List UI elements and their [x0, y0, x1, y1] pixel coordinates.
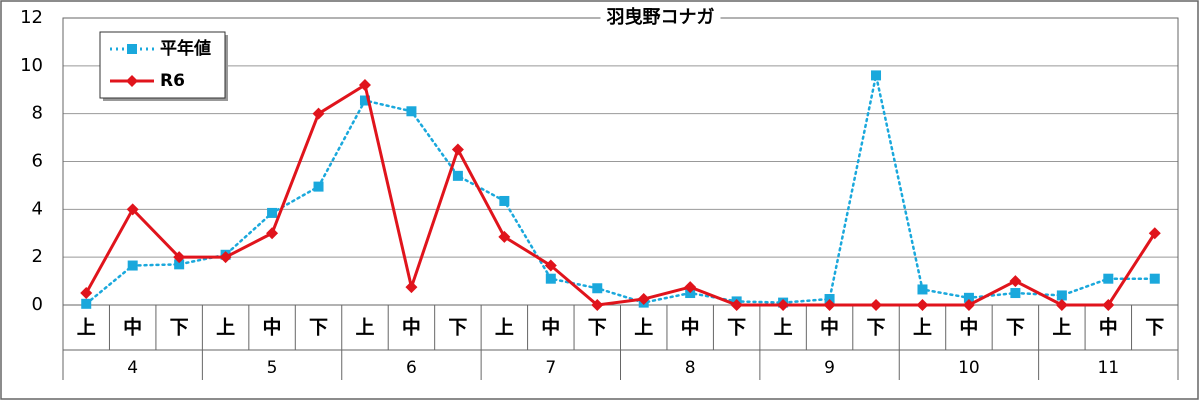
y-tick-label: 4: [32, 198, 43, 219]
x-group-label: 6: [406, 358, 417, 378]
point: [312, 107, 325, 120]
x-tick-label: 中: [959, 316, 978, 339]
point: [219, 251, 232, 264]
point: [1103, 273, 1114, 284]
legend-marker: [126, 75, 138, 87]
y-tick-label: 6: [32, 151, 43, 172]
point: [173, 251, 186, 264]
x-tick-label: 中: [1099, 316, 1118, 339]
legend: [99, 31, 226, 99]
y-tick-label: 10: [20, 55, 43, 76]
x-tick-label: 上: [774, 317, 793, 339]
point: [266, 227, 279, 240]
x-tick-label: 下: [309, 317, 328, 339]
x-tick-label: 下: [1006, 317, 1025, 339]
point: [313, 181, 324, 192]
point: [1056, 290, 1067, 301]
x-tick-label: 上: [1052, 317, 1071, 339]
point: [1102, 299, 1115, 311]
point: [498, 230, 511, 243]
x-group-label: 8: [685, 358, 696, 378]
x-tick-label: 上: [216, 317, 235, 339]
x-tick-label: 上: [495, 317, 514, 339]
point: [80, 287, 93, 300]
point: [545, 273, 556, 284]
point: [126, 203, 139, 216]
point: [359, 95, 370, 106]
x-tick-label: 上: [913, 317, 932, 339]
point: [1009, 275, 1022, 288]
x-tick-label: 下: [588, 317, 607, 339]
x-tick-label: 上: [77, 317, 96, 339]
y-tick-label: 2: [32, 246, 43, 267]
legend-label: 平年値: [160, 38, 211, 59]
x-tick-label: 下: [170, 317, 189, 339]
series-line: [84, 75, 1157, 306]
point: [1010, 288, 1021, 299]
point: [777, 299, 790, 311]
x-tick-label: 中: [123, 316, 142, 339]
point: [871, 70, 882, 81]
point: [1148, 227, 1161, 240]
point: [591, 299, 604, 311]
point: [637, 293, 650, 306]
point: [1149, 273, 1160, 284]
x-tick-label: 下: [727, 317, 746, 339]
point: [684, 281, 697, 294]
point: [823, 299, 836, 311]
legend-label: R6: [160, 71, 185, 91]
x-group-label: 10: [958, 358, 980, 378]
y-tick-label: 8: [32, 103, 43, 124]
x-group-label: 9: [824, 358, 835, 378]
point: [452, 170, 463, 181]
x-tick-label: 下: [448, 317, 467, 339]
x-tick-label: 中: [402, 316, 421, 339]
point: [81, 298, 92, 309]
x-group-label: 7: [545, 358, 556, 378]
chart-title: 羽曳野コナガ: [607, 6, 715, 28]
point: [405, 281, 418, 294]
x-tick-label: 上: [355, 317, 374, 339]
x-group-label: 11: [1097, 358, 1119, 378]
point: [870, 299, 883, 311]
y-tick-label: 0: [32, 294, 43, 315]
point: [916, 299, 929, 311]
x-group-label: 4: [127, 358, 138, 378]
point: [730, 299, 743, 311]
point: [592, 283, 603, 294]
x-tick-label: 中: [541, 316, 560, 339]
point: [917, 284, 928, 295]
x-tick-label: 下: [867, 317, 886, 339]
x-group-label: 5: [267, 358, 278, 378]
x-tick-label: 中: [263, 316, 282, 339]
point: [544, 259, 557, 272]
point: [1055, 299, 1068, 311]
point: [963, 292, 974, 303]
x-tick-label: 上: [634, 317, 653, 339]
point: [406, 106, 417, 117]
x-tick-label: 下: [1145, 317, 1164, 339]
point: [451, 143, 464, 156]
x-tick-label: 中: [820, 316, 839, 339]
point: [267, 207, 278, 218]
y-tick-label: 12: [20, 7, 43, 28]
series-line: [84, 82, 1157, 307]
point: [174, 259, 185, 270]
title-background: [600, 6, 721, 28]
point: [499, 195, 510, 206]
point: [358, 78, 371, 91]
point: [127, 260, 138, 271]
legend-marker: [127, 44, 137, 54]
x-tick-label: 中: [681, 316, 700, 339]
point: [962, 299, 975, 311]
